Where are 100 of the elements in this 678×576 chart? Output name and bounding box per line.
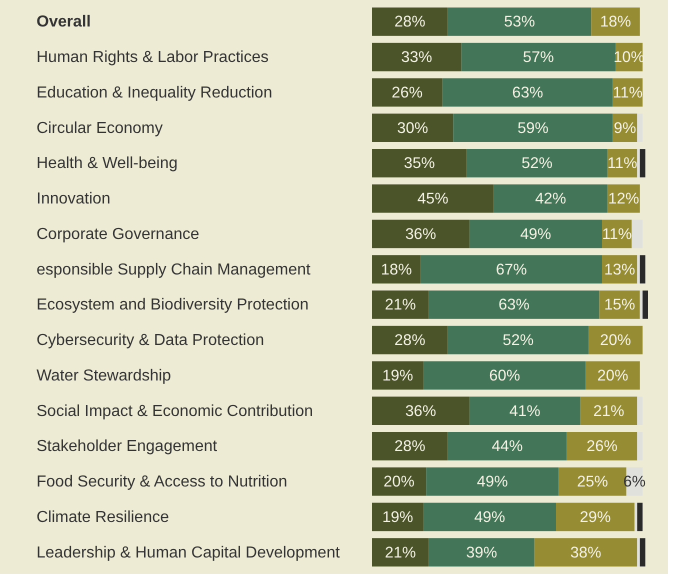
data-label: 19%	[382, 367, 414, 384]
bar	[494, 184, 608, 213]
data-label: 26%	[392, 84, 423, 102]
data-label: 21%	[593, 402, 624, 420]
data-label: 44%	[492, 438, 524, 456]
data-label: 36%	[405, 402, 436, 420]
y-tick-label: esponsible Supply Chain Management	[36, 261, 312, 278]
bar	[372, 538, 429, 566]
bar	[423, 502, 556, 532]
data-label: 15%	[604, 296, 636, 314]
data-label: 11%	[612, 84, 643, 102]
data-label: 11%	[607, 155, 638, 172]
y-tick-label: Water Stewardship	[36, 367, 172, 384]
bar	[461, 42, 616, 72]
y-tick-label: Food Security & Access to Nutrition	[36, 474, 288, 491]
bar	[372, 114, 454, 142]
data-label: 20%	[600, 332, 632, 350]
data-label: 49%	[474, 508, 506, 526]
bar	[426, 467, 559, 496]
data-label: 52%	[522, 155, 553, 172]
bar	[637, 538, 640, 566]
y-tick-label: Circular Economy	[36, 120, 163, 137]
bar	[372, 290, 429, 319]
y-tick-label: Human Rights & Labor Practices	[36, 49, 269, 66]
bar	[566, 432, 638, 460]
data-label: 63%	[512, 84, 544, 102]
bar	[637, 432, 643, 460]
bar	[469, 220, 602, 248]
data-label: 53%	[504, 14, 536, 31]
data-label: 28%	[394, 14, 426, 31]
data-label: 11%	[602, 226, 632, 243]
data-label: 25%	[577, 474, 608, 491]
data-label: 28%	[394, 332, 426, 350]
bar	[632, 220, 643, 248]
y-tick-label: Ecosystem and Biodiversity Protection	[36, 296, 309, 314]
y-tick-label: Climate Resilience	[36, 508, 170, 526]
y-tick-label: Corporate Governance	[36, 226, 200, 243]
bar	[448, 432, 567, 460]
bar	[466, 149, 608, 178]
bar	[372, 184, 494, 213]
data-label: 39%	[466, 544, 498, 562]
data-label: 67%	[496, 261, 528, 278]
bar	[428, 290, 600, 319]
bar	[580, 396, 638, 425]
bar	[453, 114, 613, 142]
bar	[448, 326, 588, 354]
y-tick-label: Cybersecurity & Data Protection	[36, 332, 264, 350]
bar	[372, 432, 448, 460]
data-label: 60%	[489, 367, 520, 384]
data-label: 35%	[404, 155, 436, 172]
data-label: 49%	[520, 226, 552, 243]
bar	[469, 396, 580, 425]
y-tick-label: Education & Inequality Reduction	[36, 84, 272, 102]
bar	[372, 42, 462, 72]
y-tick-label: Overall	[36, 14, 91, 31]
data-label: 59%	[517, 120, 549, 137]
bar	[640, 538, 646, 566]
bar	[634, 502, 638, 532]
bar	[372, 396, 470, 425]
data-label: 33%	[401, 49, 432, 66]
data-label: 45%	[417, 190, 449, 208]
bar	[637, 396, 643, 425]
bar	[640, 255, 646, 284]
data-label: 20%	[384, 474, 415, 491]
data-label: 9%	[614, 120, 636, 137]
data-label: 57%	[522, 49, 554, 66]
y-tick-label: Leadership & Human Capital Development	[36, 544, 340, 562]
bar	[428, 538, 534, 566]
data-label: 30%	[397, 120, 428, 137]
y-tick-label: Innovation	[36, 190, 110, 208]
bar	[637, 149, 640, 178]
bar	[372, 220, 470, 248]
data-label: 13%	[604, 261, 636, 278]
data-label: 38%	[570, 544, 602, 562]
bar	[637, 502, 643, 532]
y-tick-label: Social Impact & Economic Contribution	[36, 402, 314, 420]
data-label: 21%	[384, 544, 416, 562]
bar	[534, 538, 638, 566]
data-label: 26%	[586, 438, 618, 456]
bar	[372, 78, 442, 107]
data-label: 28%	[394, 438, 426, 456]
bar	[442, 78, 613, 107]
bar	[372, 149, 467, 178]
bar	[637, 255, 640, 284]
data-label: 49%	[476, 474, 508, 491]
bar	[420, 255, 602, 284]
data-label: 36%	[405, 226, 436, 243]
bar	[640, 149, 646, 178]
data-label: 63%	[498, 296, 530, 314]
bar	[642, 290, 648, 319]
bar	[372, 8, 448, 36]
bar	[372, 326, 448, 354]
data-label: 42%	[535, 190, 566, 208]
data-label: 18%	[600, 14, 632, 31]
data-label: 52%	[502, 332, 534, 350]
data-label: 21%	[384, 296, 416, 314]
bar	[423, 361, 586, 390]
data-label: 19%	[382, 508, 414, 526]
data-label: 12%	[608, 190, 640, 208]
y-tick-label: Health & Well-being	[36, 155, 178, 172]
